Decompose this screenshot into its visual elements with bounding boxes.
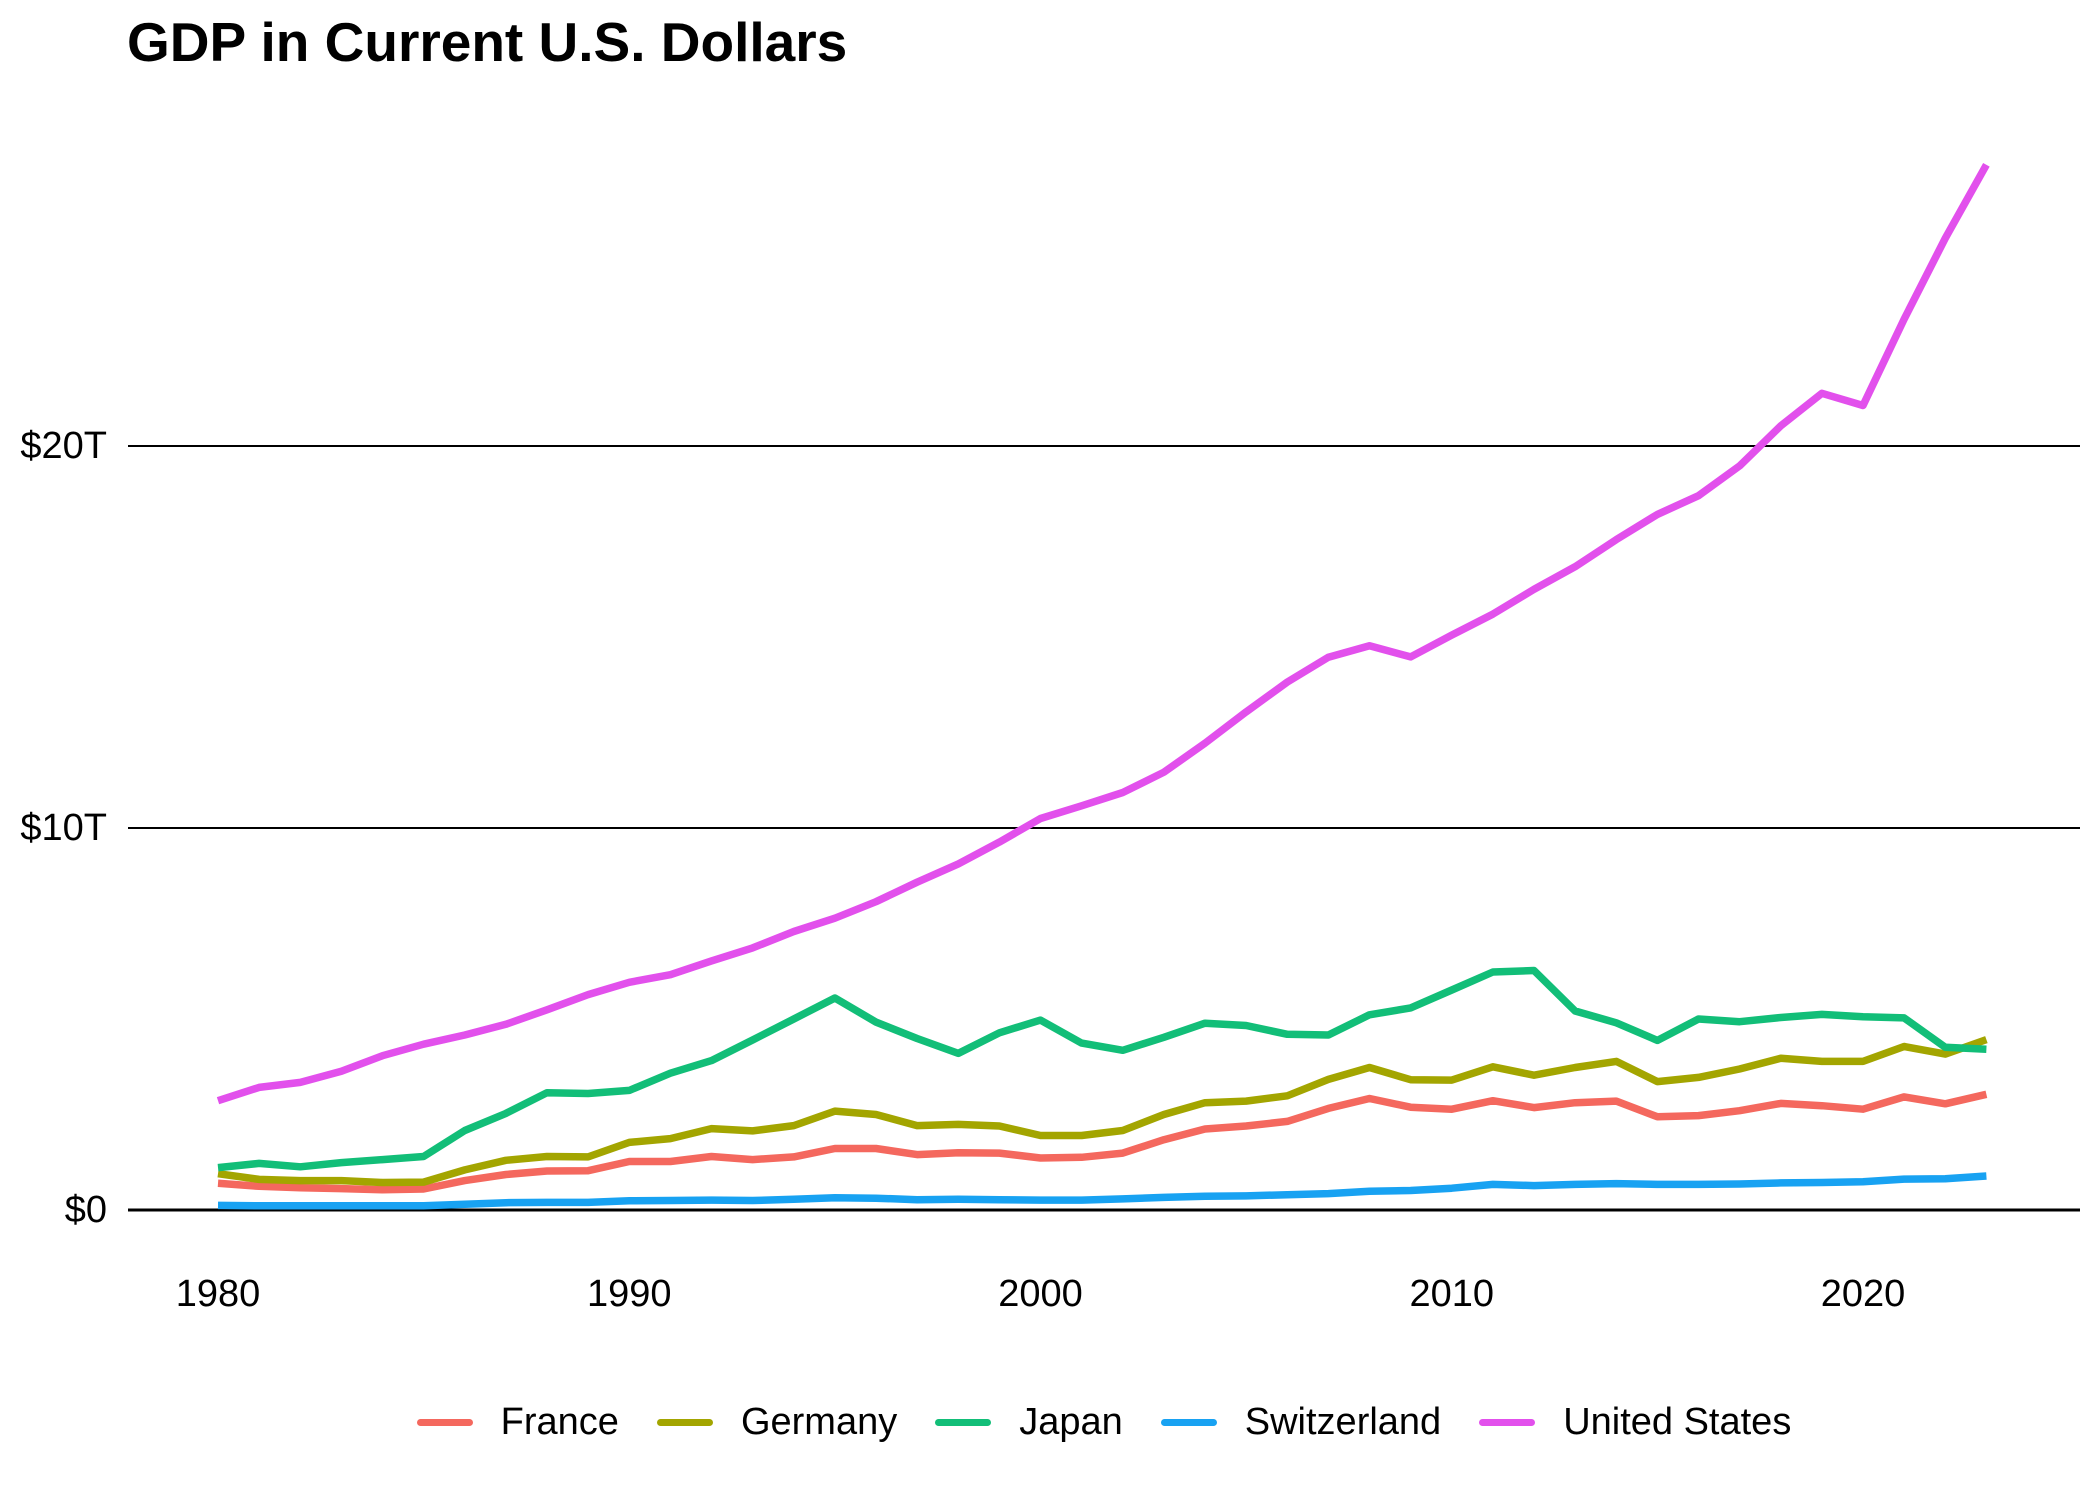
y-tick-label--10t: $10T (20, 807, 107, 849)
series-line-germany (217, 1036, 1988, 1187)
legend-item-japan: Japan (935, 1401, 1123, 1444)
legend-label-japan: Japan (1019, 1400, 1123, 1443)
series-line-france (217, 1090, 1988, 1194)
legend-item-france: France (416, 1400, 619, 1444)
legend-label-germany: Germany (740, 1400, 898, 1443)
legend-label-france: France (500, 1400, 619, 1443)
series-line-japan (217, 966, 1987, 1172)
legend-item-germany: Germany (656, 1400, 898, 1444)
legend-swatch-france (416, 1418, 473, 1426)
legend-swatch-japan (935, 1418, 992, 1426)
legend-swatch-united-states (1479, 1418, 1536, 1426)
y-tick-label--0: $0 (65, 1189, 107, 1231)
x-tick-label-2000: 2000 (998, 1273, 1083, 1315)
legend-item-united-states: United States (1479, 1401, 1791, 1444)
x-tick-label-1980: 1980 (176, 1273, 261, 1315)
x-tick-label-1990: 1990 (587, 1273, 672, 1315)
x-tick-label-2020: 2020 (1821, 1273, 1906, 1315)
legend-label-united-states: United States (1563, 1400, 1792, 1443)
x-tick-label-2010: 2010 (1409, 1273, 1494, 1315)
legend-swatch-switzerland (1160, 1418, 1217, 1426)
series-line-united-states (216, 162, 1990, 1105)
chart-title: GDP in Current U.S. Dollars (127, 11, 848, 73)
legend-label-switzerland: Switzerland (1244, 1400, 1442, 1443)
y-tick-label--20t: $20T (20, 425, 107, 467)
legend: France Germany Japan Switzerland United Stat… (128, 1394, 2080, 1450)
legend-item-switzerland: Switzerland (1160, 1400, 1442, 1444)
legend-swatch-germany (656, 1418, 713, 1426)
series-line-switzerland (217, 1172, 1987, 1210)
